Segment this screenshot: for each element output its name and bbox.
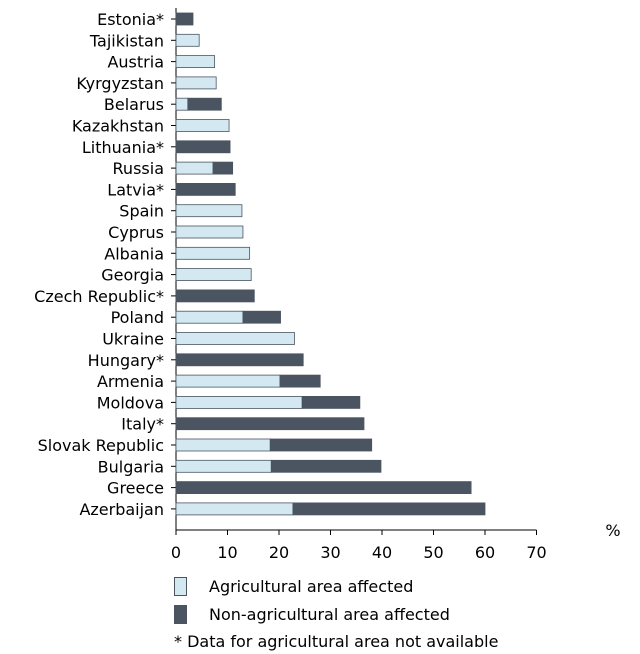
legend-item-agricultural: Agricultural area affected [174,572,498,600]
category-label: Georgia [101,266,164,285]
bar-agricultural [175,502,294,516]
x-tick-label: 60 [475,543,495,562]
bar-non-agricultural [175,481,472,495]
bar-non-agricultural [301,395,361,409]
x-tick-label: 10 [217,543,237,562]
bar-agricultural [175,459,272,473]
legend-label-agricultural: Agricultural area affected [209,576,414,596]
x-tick-label: 20 [269,543,289,562]
bar-agricultural [175,55,216,68]
category-label: Estonia* [97,10,164,29]
bar-non-agricultural [269,438,373,452]
bar-agricultural [175,161,214,175]
x-tick-label: 0 [171,543,181,562]
bar-agricultural [175,225,244,239]
legend-swatch-non-agricultural [174,604,187,624]
bar-agricultural [175,268,252,282]
category-label: Lithuania* [82,138,164,157]
legend-item-non-agricultural: Non-agricultural area affected [174,600,498,628]
category-label: Azerbaijan [79,500,164,519]
bar-non-agricultural [292,502,486,516]
bar-non-agricultural [270,459,382,473]
bar-agricultural [175,438,271,452]
category-labels: Estonia* Tajikistan Austria Kyrgyzstan Belar… [34,10,164,519]
category-label: Czech Republic* [34,287,164,306]
category-label: Belarus [104,95,164,114]
category-label: Spain [119,202,164,221]
legend-swatch-agricultural [174,576,187,596]
bar-non-agricultural [279,374,321,388]
category-label: Cyprus [108,223,164,242]
bar-agricultural [175,204,243,218]
x-tick-label: 70 [526,543,546,562]
category-label: Poland [111,308,164,327]
bar-agricultural [175,310,244,324]
bar-non-agricultural [175,289,255,303]
bars-layer [175,12,486,516]
category-label: Italy* [121,415,164,434]
bar-non-agricultural [187,97,222,111]
category-label: Albania [104,244,164,263]
category-label: Moldova [97,393,164,412]
bar-non-agricultural [175,12,194,26]
category-label: Kazakhstan [72,117,164,136]
bar-non-agricultural [175,417,365,431]
bar-non-agricultural [175,140,231,154]
bar-agricultural [175,119,230,132]
bar-agricultural [175,76,217,90]
category-label: Kyrgyzstan [76,74,164,93]
bar-agricultural [175,97,189,111]
category-label: Tajikistan [89,31,164,50]
category-label: Greece [107,479,164,498]
bar-agricultural [175,246,251,260]
category-label: Latvia* [107,180,164,199]
bar-agricultural [175,374,281,388]
bar-chart: Estonia* Tajikistan Austria Kyrgyzstan Belar… [34,8,621,562]
bar-non-agricultural [212,161,234,175]
bar-agricultural [175,33,200,47]
legend: Agricultural area affected Non-agricultu… [174,572,498,654]
bar-agricultural [175,332,295,345]
bar-non-agricultural [175,182,236,196]
category-label: Bulgaria [98,457,164,476]
bar-non-agricultural [175,353,304,367]
x-tick-label: 40 [372,543,392,562]
legend-label-non-agricultural: Non-agricultural area affected [209,604,450,624]
bar-non-agricultural [242,310,281,324]
x-tick-labels: 0 10 20 30 40 50 60 70 [171,543,547,562]
x-tick-label: 30 [320,543,340,562]
footnote: * Data for agricultural area not availab… [174,632,499,651]
category-label: Slovak Republic [38,436,164,455]
bar-agricultural [175,395,303,409]
category-label: Russia [113,159,164,178]
x-tick-label: 50 [423,543,443,562]
category-label: Austria [107,53,164,72]
category-label: Ukraine [102,330,164,349]
x-axis-unit: % [605,521,620,540]
category-label: Hungary* [88,351,164,370]
category-label: Armenia [97,372,164,391]
